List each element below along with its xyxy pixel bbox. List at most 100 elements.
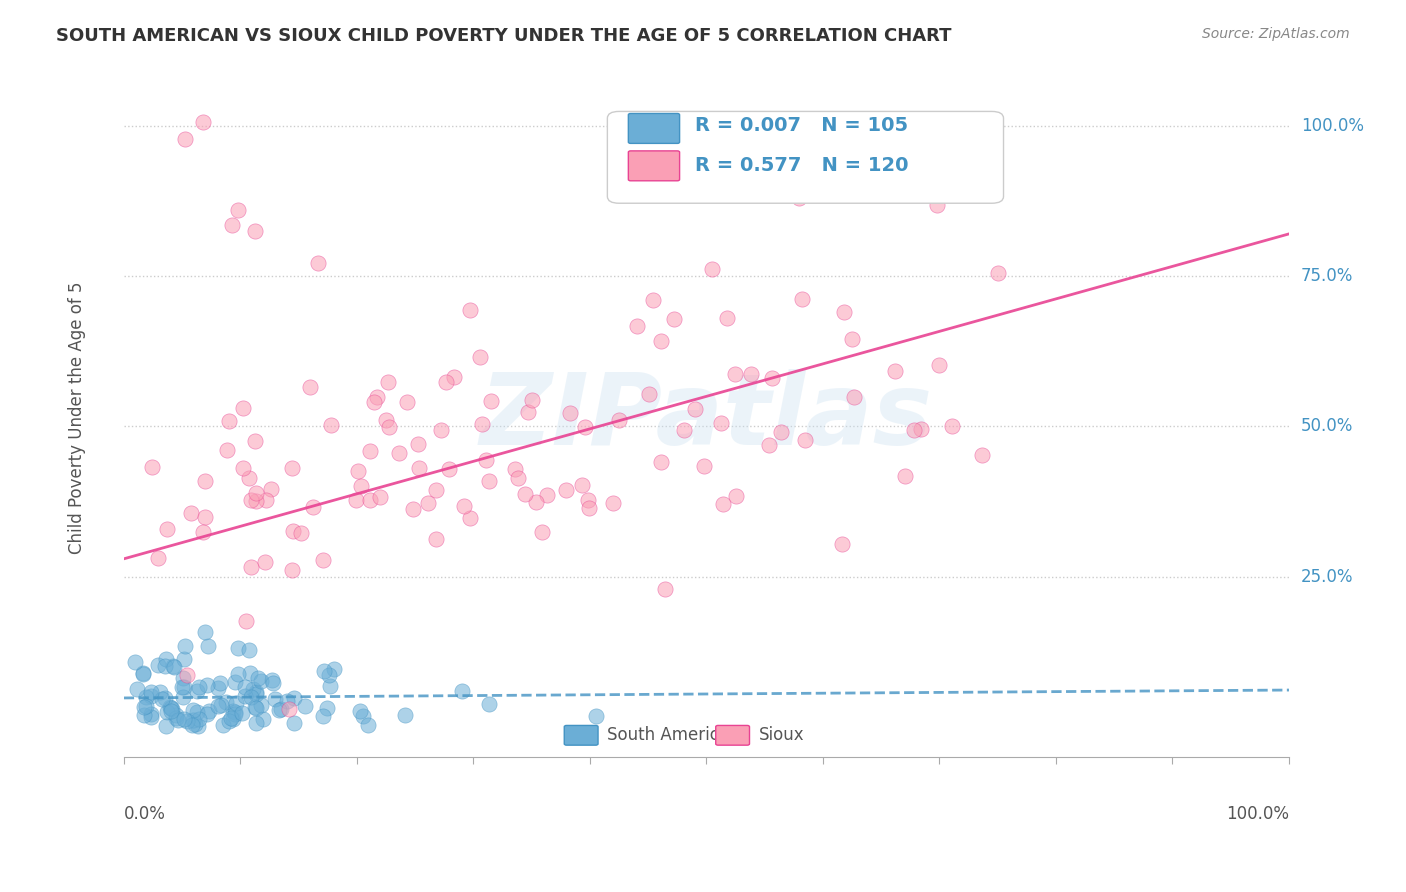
South Americans bbox=[135, 690, 157, 704]
South Americans bbox=[218, 714, 240, 728]
Sioux bbox=[430, 423, 453, 437]
South Americans bbox=[131, 665, 153, 680]
South Americans bbox=[186, 706, 208, 720]
Sioux bbox=[468, 351, 491, 365]
Sioux bbox=[232, 461, 254, 475]
South Americans bbox=[172, 690, 194, 704]
Sioux bbox=[408, 461, 430, 475]
Sioux bbox=[243, 434, 266, 449]
South Americans bbox=[226, 640, 249, 655]
Sioux bbox=[758, 438, 780, 452]
Sioux bbox=[437, 462, 460, 476]
South Americans bbox=[245, 687, 267, 701]
Sioux bbox=[312, 553, 335, 567]
Sioux bbox=[761, 371, 783, 385]
South Americans bbox=[262, 676, 284, 690]
South Americans bbox=[167, 713, 190, 727]
Sioux bbox=[478, 474, 501, 488]
South Americans bbox=[139, 685, 162, 699]
South Americans bbox=[318, 668, 340, 682]
Sioux bbox=[460, 510, 482, 524]
South Americans bbox=[319, 679, 342, 693]
FancyBboxPatch shape bbox=[716, 725, 749, 745]
Sioux bbox=[941, 419, 963, 434]
Sioux bbox=[141, 459, 163, 474]
South Americans bbox=[231, 706, 253, 720]
South Americans bbox=[155, 652, 177, 666]
South Americans bbox=[170, 681, 193, 695]
South Americans bbox=[349, 704, 371, 718]
Sioux bbox=[516, 405, 538, 419]
South Americans bbox=[166, 711, 188, 725]
Sioux bbox=[253, 555, 276, 569]
Sioux bbox=[307, 256, 329, 270]
Sioux bbox=[724, 367, 747, 381]
Sioux bbox=[554, 483, 576, 497]
Sioux bbox=[377, 376, 399, 390]
Sioux bbox=[638, 387, 661, 401]
South Americans bbox=[198, 704, 221, 718]
Sioux bbox=[281, 461, 304, 475]
Text: 0.0%: 0.0% bbox=[124, 805, 166, 823]
Sioux bbox=[359, 443, 381, 458]
Sioux bbox=[662, 312, 685, 326]
Sioux bbox=[711, 497, 734, 511]
Sioux bbox=[471, 417, 494, 432]
South Americans bbox=[219, 711, 242, 725]
Sioux bbox=[319, 417, 342, 432]
Sioux bbox=[299, 380, 322, 394]
Sioux bbox=[970, 448, 993, 462]
South Americans bbox=[176, 714, 198, 728]
Sioux bbox=[844, 390, 866, 404]
Sioux bbox=[602, 496, 624, 510]
South Americans bbox=[245, 701, 267, 715]
FancyBboxPatch shape bbox=[628, 113, 679, 144]
Sioux bbox=[368, 490, 391, 504]
Sioux bbox=[578, 500, 600, 515]
South Americans bbox=[283, 691, 305, 706]
Sioux bbox=[402, 502, 425, 516]
Sioux bbox=[374, 413, 396, 427]
Sioux bbox=[194, 509, 217, 524]
South Americans bbox=[249, 698, 271, 713]
Sioux bbox=[683, 402, 706, 417]
South Americans bbox=[478, 697, 501, 711]
Sioux bbox=[710, 416, 733, 430]
Sioux bbox=[238, 471, 260, 485]
Sioux bbox=[155, 522, 177, 536]
Sioux bbox=[643, 293, 665, 307]
South Americans bbox=[263, 691, 285, 706]
Sioux bbox=[673, 423, 696, 437]
Sioux bbox=[378, 420, 401, 434]
South Americans bbox=[276, 694, 298, 708]
Text: 50.0%: 50.0% bbox=[1301, 417, 1353, 435]
Sioux bbox=[841, 332, 863, 346]
Sioux bbox=[928, 358, 950, 372]
Sioux bbox=[769, 425, 792, 439]
Sioux bbox=[245, 486, 267, 500]
South Americans bbox=[312, 708, 335, 723]
South Americans bbox=[188, 712, 211, 726]
South Americans bbox=[173, 681, 195, 695]
South Americans bbox=[197, 639, 219, 653]
Sioux bbox=[654, 582, 676, 596]
South Americans bbox=[156, 706, 179, 720]
Sioux bbox=[176, 668, 198, 682]
South Americans bbox=[172, 672, 194, 686]
South Americans bbox=[181, 713, 204, 727]
Sioux bbox=[536, 487, 558, 501]
Sioux bbox=[191, 525, 214, 540]
South Americans bbox=[243, 700, 266, 714]
Sioux bbox=[347, 464, 370, 478]
Sioux bbox=[350, 478, 373, 492]
Sioux bbox=[217, 442, 239, 457]
Sioux bbox=[574, 420, 596, 434]
South Americans bbox=[394, 707, 416, 722]
South Americans bbox=[238, 643, 260, 657]
South Americans bbox=[163, 660, 186, 674]
South Americans bbox=[150, 692, 173, 706]
Sioux bbox=[740, 367, 762, 381]
South Americans bbox=[352, 709, 374, 723]
Sioux bbox=[245, 493, 267, 508]
Sioux bbox=[232, 401, 254, 416]
